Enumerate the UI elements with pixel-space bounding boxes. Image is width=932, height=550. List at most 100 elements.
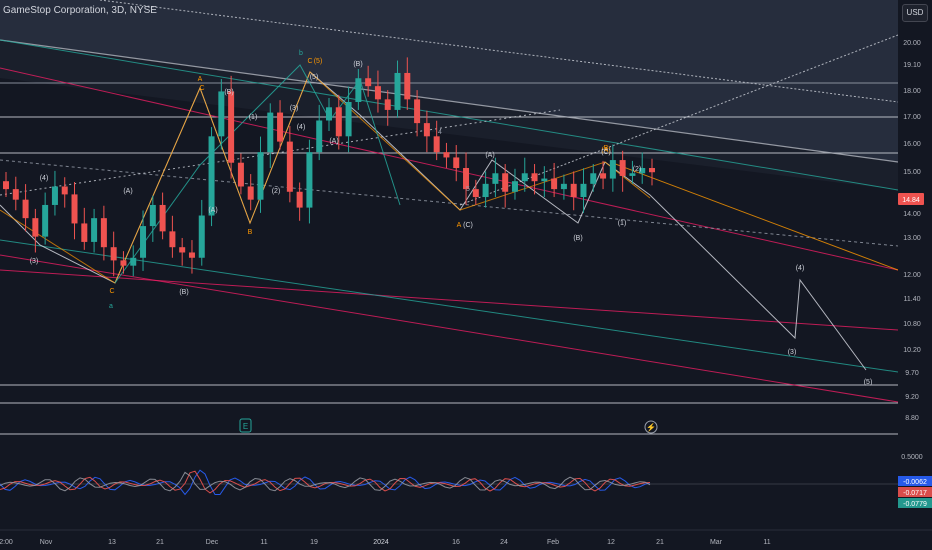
candle-body: [316, 120, 323, 153]
time-axis-bg: [0, 530, 932, 550]
wave-labels-group: (4)(3)(A)C (B)aAC(B)(A)(1)(2)B(4)(3)bC (5)…: [30, 50, 873, 386]
candle-body: [120, 260, 127, 266]
wave-label: (A): [601, 147, 610, 154]
candle-body: [237, 162, 244, 187]
wave-label: (1): [249, 114, 258, 121]
wave-label: (4): [297, 124, 306, 131]
candle-body: [590, 173, 597, 184]
wave-label: (B): [224, 89, 233, 96]
candle-body: [600, 173, 607, 179]
candle-body: [463, 168, 470, 190]
candle-body: [404, 72, 411, 100]
price-tick-label: 13.00: [903, 235, 921, 242]
event-marker-circle: [644, 420, 658, 434]
time-tick-label: 2:00: [0, 539, 13, 546]
candle-body: [267, 112, 274, 153]
symbol-title[interactable]: GameStop Corporation, 3D, NYSE: [3, 5, 157, 16]
candle-body: [472, 189, 479, 198]
earnings-marker-box: [239, 418, 252, 433]
candle-body: [12, 189, 19, 200]
candle-body: [394, 72, 401, 110]
wave-label: (A): [208, 207, 217, 214]
candle-body: [277, 112, 284, 142]
currency-button[interactable]: USD: [902, 4, 928, 22]
price-tick-label: 8.80: [905, 415, 919, 422]
candle-body: [374, 86, 381, 100]
candle-body: [100, 218, 107, 248]
trend-line-5: [0, 239, 899, 373]
wave-label: b: [299, 50, 303, 57]
oscillator-tick-label: 0.5000: [901, 454, 923, 461]
wave-label: (C): [601, 149, 611, 156]
wave-label: (3): [290, 105, 299, 112]
oscillator-line: [0, 471, 651, 492]
upper-channel-shade: [0, 0, 898, 162]
trend-line-7: [0, 159, 899, 247]
earnings-marker: E: [239, 418, 252, 433]
candle-body: [629, 173, 636, 176]
oscillator-value-label: -0.0779: [903, 501, 927, 508]
price-tick-label: 17.00: [903, 114, 921, 121]
trend-line-10: [609, 161, 899, 271]
candle-body: [247, 186, 254, 200]
wave-label: (C): [463, 222, 473, 229]
candle-body: [639, 168, 646, 174]
price-tick-label: 20.00: [903, 40, 921, 47]
wave-label: (A): [123, 188, 132, 195]
price-tick-label: 16.00: [903, 141, 921, 148]
oscillator-line: [0, 470, 651, 494]
wave-label: (3): [30, 258, 39, 265]
wave-label: B: [248, 229, 253, 236]
trend-line-6: [0, 67, 899, 271]
wave-label: C: [199, 85, 204, 92]
price-tick-label: 10.20: [903, 347, 921, 354]
time-tick-label: 12: [607, 539, 615, 546]
candle-body: [61, 186, 68, 195]
candle-body: [3, 181, 9, 190]
candle-body: [443, 152, 450, 158]
wave-label: (4): [796, 265, 805, 272]
wave-label: (2): [272, 188, 281, 195]
wave-label: (5): [864, 379, 873, 386]
trend-line-4: [0, 254, 899, 403]
candle-body: [306, 152, 313, 208]
price-tick-label: 9.20: [905, 394, 919, 401]
time-tick-label: 21: [656, 539, 664, 546]
candle-body: [169, 231, 176, 248]
candle-body: [511, 181, 518, 192]
candle-body: [521, 173, 528, 182]
candle-body: [560, 183, 567, 190]
price-tick-label: 18.00: [903, 88, 921, 95]
candle-body: [326, 107, 332, 121]
candle-body: [110, 247, 117, 261]
candle-body: [609, 160, 616, 179]
wave-label: (1): [618, 220, 627, 227]
time-tick-label: Nov: [40, 539, 53, 546]
price-axis: 20.00 19.10 18.00 17.00 16.00 15.00 14.00 13.00…: [898, 0, 932, 530]
candle-body: [91, 218, 98, 242]
candle-body: [502, 173, 509, 192]
wave-label: a: [109, 303, 113, 310]
candle-body: [345, 102, 352, 137]
wave-label: (5): [310, 74, 319, 81]
candle-body: [649, 168, 655, 173]
earnings-marker-label: E: [243, 422, 248, 431]
candle-body: [296, 191, 303, 208]
wave-path-teal: [114, 64, 401, 284]
last-price-tag: [898, 193, 924, 205]
oscillator-value-label: -0.0062: [903, 479, 927, 486]
candle-body: [580, 183, 587, 198]
candle-body: [335, 107, 342, 137]
candle-body: [218, 91, 225, 137]
wave-label: B: [604, 145, 609, 152]
time-tick-label: 2024: [373, 539, 389, 546]
trend-line-1: [0, 39, 899, 191]
candle-body: [81, 223, 88, 242]
time-tick-label: 13: [108, 539, 116, 546]
candle-body: [355, 78, 362, 102]
wave-label: (B): [179, 289, 188, 296]
candle-body: [42, 204, 49, 237]
wave-label: (4): [40, 175, 49, 182]
candle-body: [179, 247, 186, 253]
